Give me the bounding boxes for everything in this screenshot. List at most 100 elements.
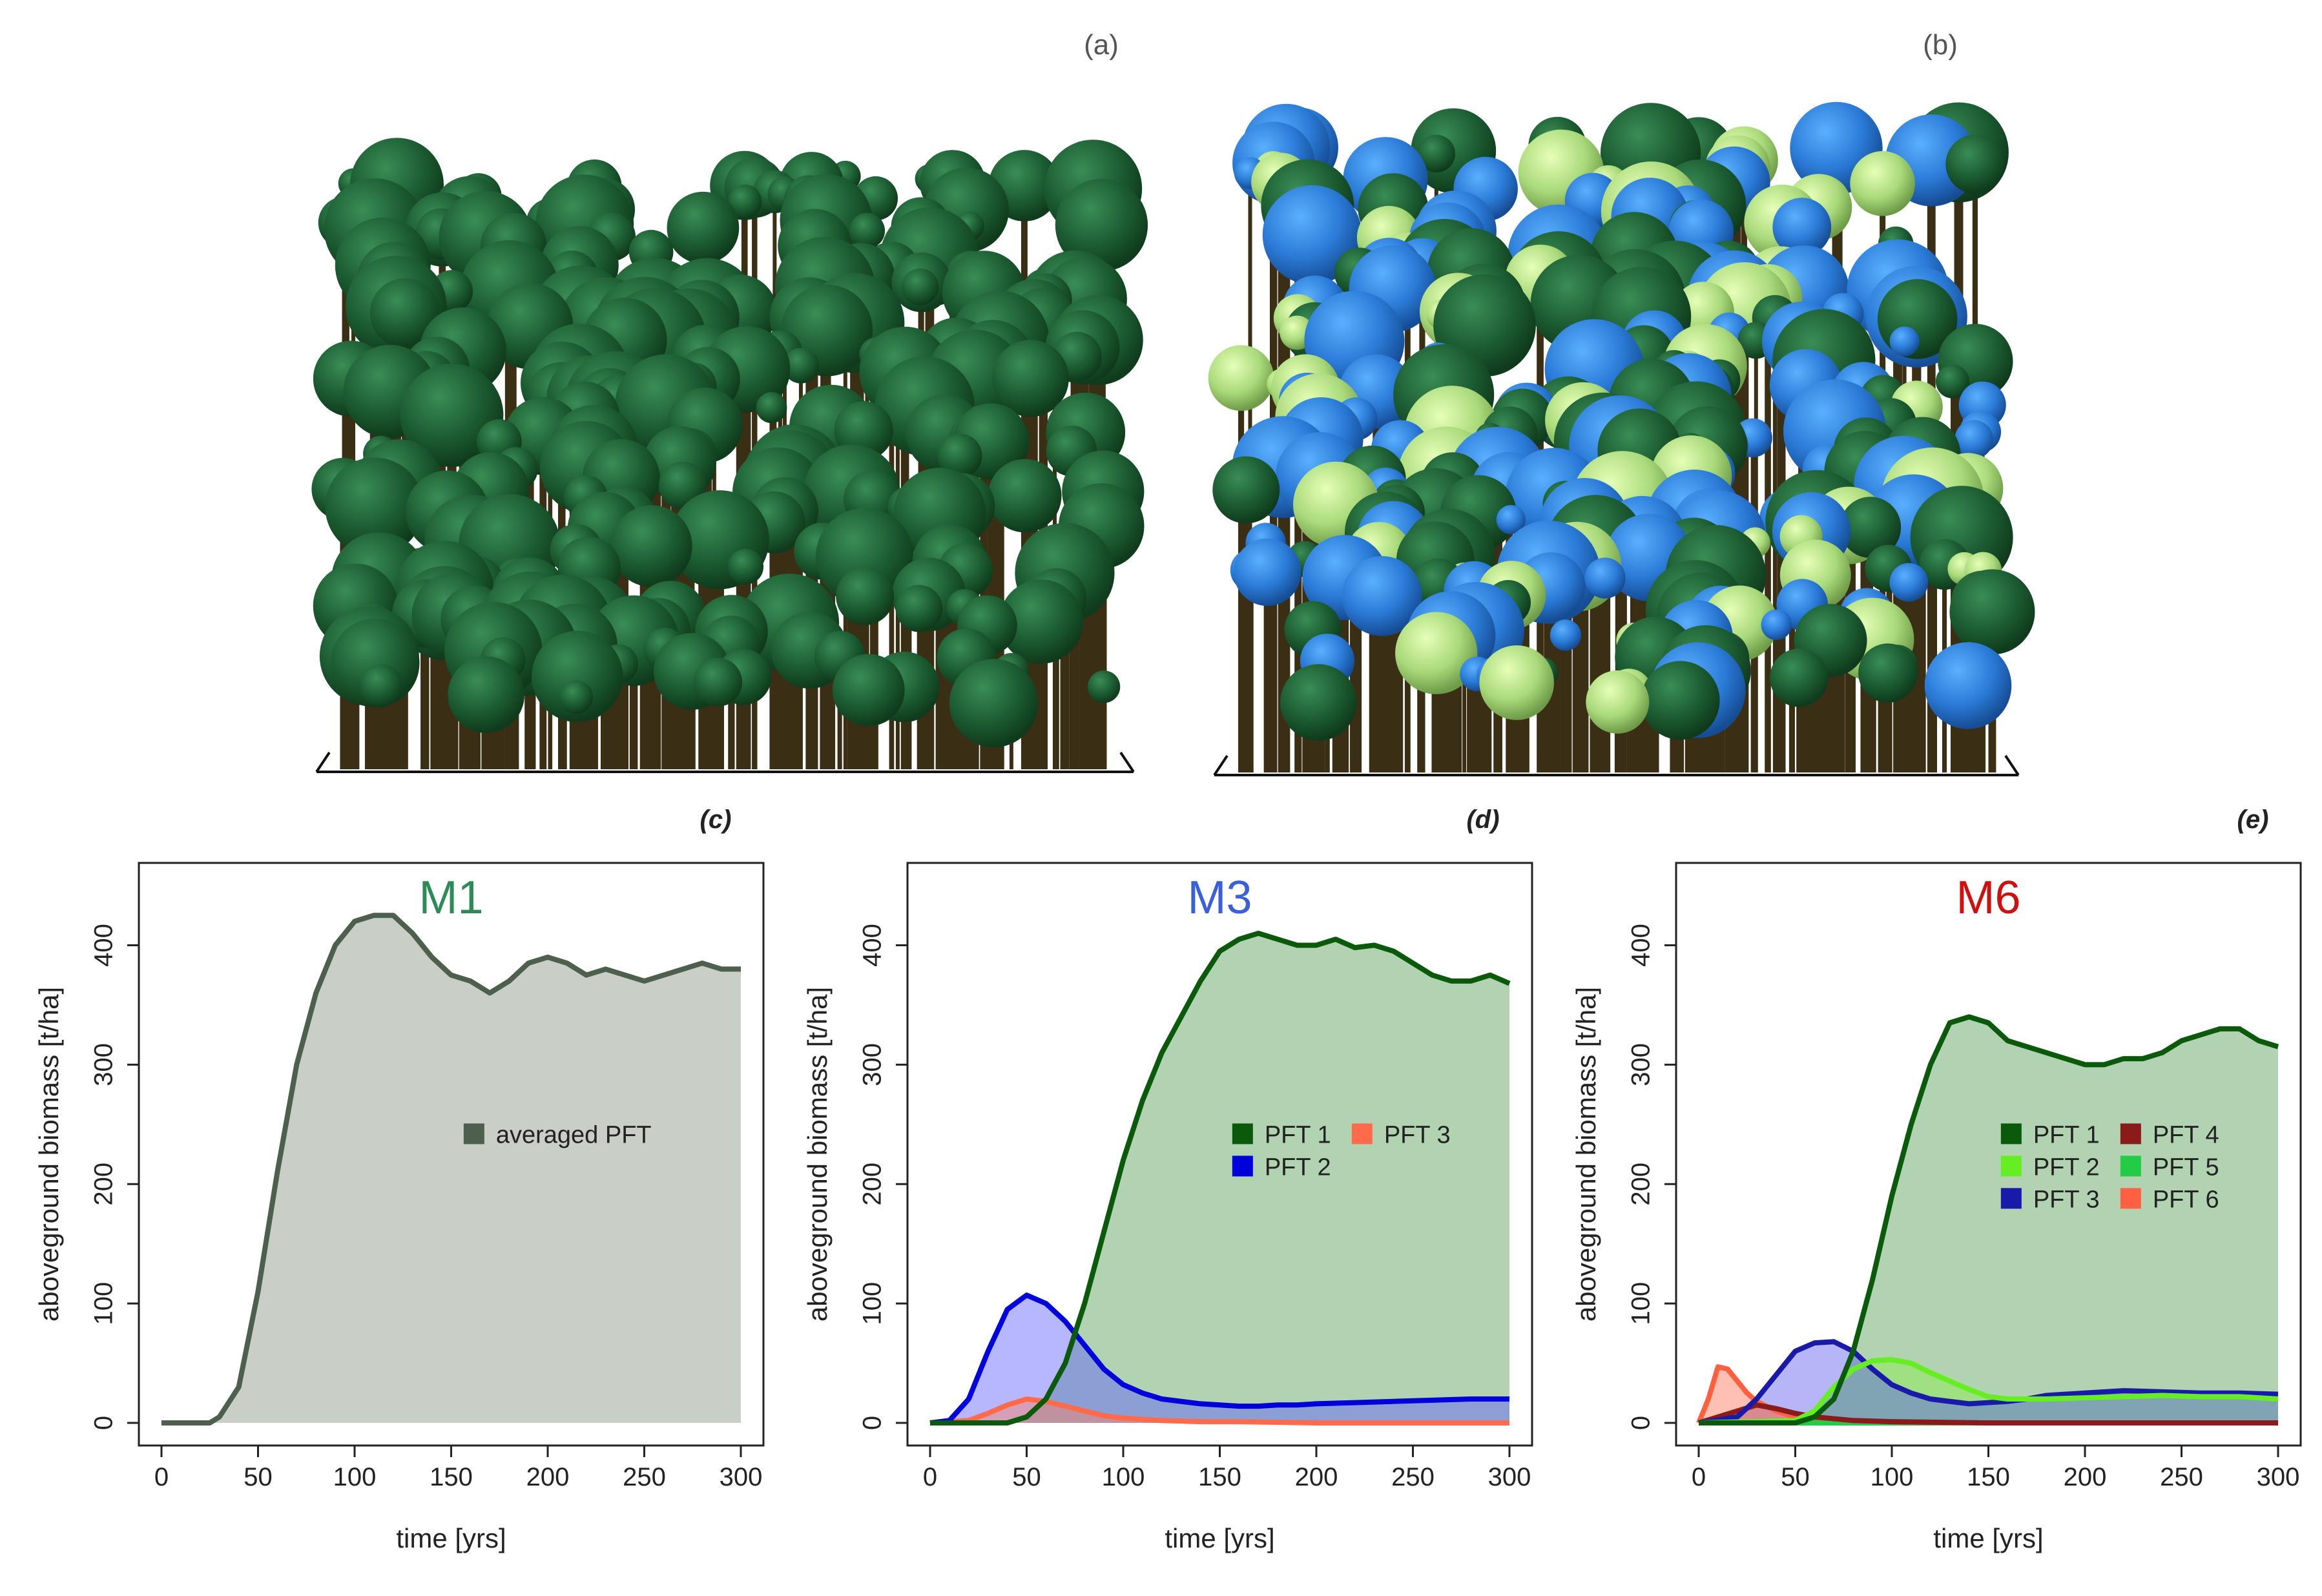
tree-crown xyxy=(1761,609,1792,641)
m6-legend: PFT 1 PFT 2 PFT 3 PFT 4 PFT 5 PFT 6 xyxy=(2000,1121,2219,1213)
m1-y-tick-label: 0 xyxy=(90,1416,118,1430)
tree-crown xyxy=(949,659,1038,748)
tree-trunk xyxy=(1494,676,1498,772)
m6-legend-label-pft-1: PFT 1 xyxy=(2033,1121,2100,1148)
tree-trunk xyxy=(1885,673,1891,772)
tree-crown xyxy=(988,459,1062,533)
m1-y-axis-label: aboveground biomass [t/ha] xyxy=(34,987,64,1321)
tree-trunk xyxy=(1572,566,1581,772)
tree-trunk xyxy=(1243,490,1249,772)
tree-trunk xyxy=(869,499,875,769)
tree-crown xyxy=(1641,661,1720,740)
tree-crown xyxy=(1395,612,1478,694)
m1-title: M1 xyxy=(419,872,483,924)
tree-trunk xyxy=(1827,640,1834,772)
m3-legend-label-pft-1: PFT 1 xyxy=(1265,1121,1331,1148)
m3-x-tick-label: 100 xyxy=(1102,1463,1145,1491)
m6-x-tick-label: 50 xyxy=(1781,1463,1810,1491)
m6-legend-swatch-pft-2 xyxy=(2000,1156,2022,1177)
m1-x-axis-label: time [yrs] xyxy=(396,1523,506,1553)
tree-trunk xyxy=(1390,537,1397,772)
tree-trunk xyxy=(420,574,426,769)
m1-x-tick-label: 150 xyxy=(430,1463,473,1491)
m6-area-pft-2 xyxy=(1699,1360,2278,1423)
m3-legend-swatch-pft-3 xyxy=(1351,1123,1373,1145)
tree-trunk xyxy=(616,663,621,769)
m3-x-tick-label: 50 xyxy=(1012,1463,1041,1491)
tree-crown xyxy=(610,505,692,587)
tree-trunk xyxy=(654,630,661,769)
m3-y-tick-label: 300 xyxy=(858,1043,887,1086)
tree-trunk xyxy=(1918,455,1926,772)
tree-crown xyxy=(1584,557,1626,599)
m3-x-tick-label: 250 xyxy=(1391,1463,1435,1491)
tree-crown xyxy=(359,664,403,707)
tree-trunk xyxy=(689,671,696,769)
tree-trunk xyxy=(1869,639,1876,772)
m3-legend-swatch-pft-2 xyxy=(1232,1156,1253,1177)
m6-legend-swatch-pft-5 xyxy=(2120,1156,2141,1177)
tree-trunk xyxy=(1864,615,1869,772)
m6-title: M6 xyxy=(1956,872,2020,924)
tree-crown xyxy=(783,347,819,384)
tree-crown xyxy=(1586,670,1650,734)
tree-trunk xyxy=(728,645,734,769)
tree-trunk xyxy=(1102,687,1106,769)
m3-line-pft-3 xyxy=(929,1396,1509,1425)
tree-trunk xyxy=(423,613,430,769)
tree-trunk xyxy=(1796,678,1802,772)
m6-legend-swatch-pft-6 xyxy=(2120,1188,2141,1209)
forest-ground-line xyxy=(315,751,1135,773)
m1-y-tick-label: 400 xyxy=(90,924,118,967)
tree-trunk xyxy=(900,687,907,769)
tree-crown xyxy=(1550,619,1582,651)
tree-crown xyxy=(667,191,740,264)
m6-legend-label-pft-4: PFT 4 xyxy=(2153,1121,2219,1148)
m3-legend-label-pft-2: PFT 2 xyxy=(1265,1154,1331,1181)
forest-illustration-monoculture xyxy=(311,138,1148,773)
tree-trunk xyxy=(1513,682,1520,772)
m3-y-tick-label: 400 xyxy=(858,924,887,967)
tree-crown xyxy=(901,268,939,306)
m3-legend-label-pft-3: PFT 3 xyxy=(1384,1121,1451,1148)
tree-crown xyxy=(1234,538,1301,606)
tree-trunk xyxy=(1378,596,1386,772)
m1-x-tick-label: 300 xyxy=(720,1463,763,1491)
m6-line-pft-3 xyxy=(1698,1339,2279,1425)
m6-y-tick-label: 100 xyxy=(1627,1282,1655,1325)
tree-crown xyxy=(1954,420,1994,459)
tree-trunk xyxy=(1614,701,1621,772)
tree-crown xyxy=(1055,178,1148,272)
m3-title: M3 xyxy=(1187,872,1252,924)
tree-crown xyxy=(1949,569,2035,655)
tree-trunk xyxy=(1086,570,1090,769)
tree-crown xyxy=(1342,555,1422,636)
tree-crown xyxy=(895,585,943,632)
m1-x-tick-label: 50 xyxy=(244,1463,273,1491)
tree-trunk xyxy=(379,685,384,769)
m1-legend-label-averaged-pft: averaged PFT xyxy=(496,1121,652,1148)
m1-legend-swatch-averaged-pft xyxy=(463,1123,484,1145)
m3-x-tick-label: 200 xyxy=(1295,1463,1338,1491)
tree-crown xyxy=(1087,670,1121,703)
m3-x-axis-label: time [yrs] xyxy=(1165,1523,1274,1553)
m1-y-tick-label: 100 xyxy=(90,1282,118,1325)
tree-trunk xyxy=(741,677,746,769)
tree-trunk xyxy=(1053,598,1059,769)
tree-trunk xyxy=(1851,408,1856,772)
tree-crown xyxy=(1208,345,1274,411)
tree-trunk xyxy=(1541,672,1546,772)
panel-label-c: (c) xyxy=(700,805,732,834)
tree-crown xyxy=(532,630,623,722)
tree-crown xyxy=(1479,645,1555,720)
m6-x-tick-label: 150 xyxy=(1967,1463,2010,1491)
tree-crown xyxy=(1496,504,1526,535)
m6-line-pft-2 xyxy=(1698,1357,2279,1425)
tree-crown xyxy=(1889,563,1929,602)
panel-label-e: (e) xyxy=(2237,805,2269,834)
tree-trunk xyxy=(837,656,842,769)
m3-y-tick-label: 0 xyxy=(858,1416,887,1430)
m3-line-pft-2 xyxy=(929,1292,1509,1425)
m1-x-tick-label: 250 xyxy=(623,1463,666,1491)
m6-x-tick-label: 200 xyxy=(2064,1463,2107,1491)
